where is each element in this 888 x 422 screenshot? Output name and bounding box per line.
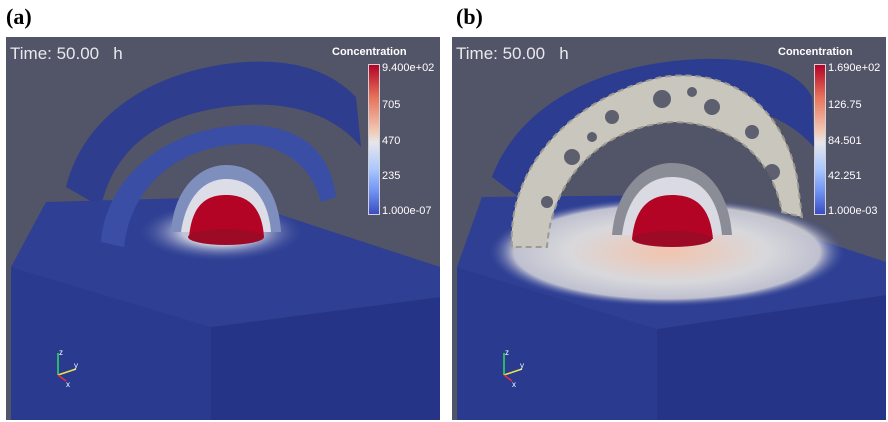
colorbar-tick: 9.400e+02 [382, 62, 435, 74]
panel-b-label: (b) [456, 4, 483, 29]
colorbar [814, 64, 826, 215]
colorbar-tick: 84.501 [828, 135, 862, 147]
axis-z-label: z [59, 348, 63, 357]
axis-x-label: x [66, 380, 70, 387]
axis-y-label: y [520, 361, 524, 370]
colorbar-tick: 1.000e-03 [828, 205, 878, 217]
time-readout: Time: 50.00 h [10, 44, 123, 63]
colorbar-tick: 1.690e+02 [828, 62, 881, 74]
colorbar-tick: 1.000e-07 [382, 205, 432, 217]
orientation-axes: z y x [57, 348, 78, 387]
colorbar-tick: 126.75 [828, 99, 862, 111]
axis-x-label: x [512, 380, 516, 387]
simulation-render-a [11, 61, 440, 420]
colorbar-title: Concentration [332, 46, 407, 58]
colorbar-tick: 235 [382, 170, 401, 182]
colorbar-tick: 470 [382, 135, 401, 147]
colorbar-title: Concentration [778, 46, 853, 58]
axis-y-label: y [74, 361, 78, 370]
time-readout: Time: 50.00 h [456, 44, 569, 63]
simulation-render-b [457, 58, 886, 420]
axis-z-label: z [505, 348, 509, 357]
panel-a-label: (a) [6, 4, 32, 29]
colorbar-tick: 705 [382, 99, 401, 111]
colorbar-tick: 42.251 [828, 170, 862, 182]
colorbar [368, 64, 380, 215]
panel-a: Time: 50.00 h Concentration 9.400e+02 70… [6, 37, 440, 420]
orientation-axes: z y x [503, 348, 524, 387]
panel-b: Time: 50.00 h Concentration 1.690e+02 12… [452, 37, 886, 420]
